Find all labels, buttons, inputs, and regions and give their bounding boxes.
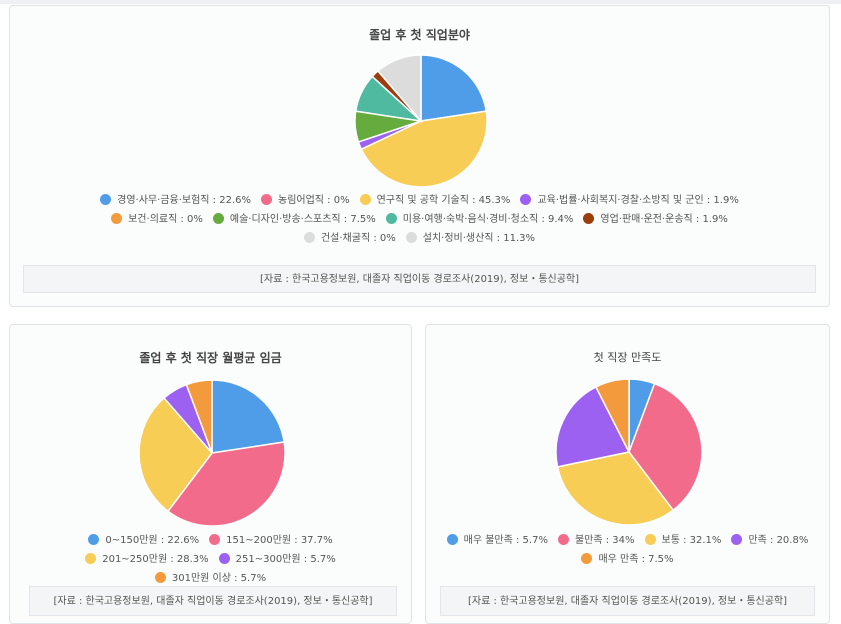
- legend-label: 보통 : 32.1%: [661, 535, 722, 546]
- legend-swatch: [557, 534, 569, 545]
- legend-label: 설치·정비·생산직 : 11.3%: [422, 233, 536, 244]
- legend-swatch: [731, 534, 743, 545]
- chart-title: 졸업 후 첫 직장 월평균 임금: [139, 351, 282, 365]
- source-note: [자료 : 한국고용정보원, 대졸자 직업이동 경로조사(2019), 정보・통…: [440, 586, 815, 616]
- legend-item[interactable]: 설치·정비·생산직 : 11.3%: [405, 229, 536, 248]
- pie-slice: [360, 110, 488, 188]
- legend-swatch: [303, 232, 315, 243]
- pie-slice: [556, 451, 675, 526]
- source-note: [자료 : 한국고용정보원, 대졸자 직업이동 경로조사(2019), 정보・통…: [29, 586, 397, 616]
- legend-swatch: [644, 534, 656, 545]
- legend-label: 교육·법률·사회복지·경찰·소방직 및 군인 : 1.9%: [537, 195, 739, 206]
- chart-legend: 경영·사무·금융·보험직 : 22.6% 농림어업직 : 0% 연구직 및 공학 기…: [10, 191, 829, 248]
- pie-slice: [555, 385, 631, 468]
- legend-swatch: [154, 572, 166, 583]
- legend-label: 201~250만원 : 28.3%: [102, 554, 209, 565]
- chart-legend: 매우 불만족 : 5.7% 불만족 : 34% 보통 : 32.1% 만족 : 20.…: [426, 531, 829, 569]
- pie-slice: [138, 396, 213, 513]
- legend-swatch: [100, 194, 112, 205]
- legend-item[interactable]: 0~150만원 : 22.6%: [88, 531, 199, 550]
- top-divider: [0, 0, 841, 4]
- legend-label: 경영·사무·금융·보험직 : 22.6%: [117, 195, 251, 206]
- legend-label: 예술·디자인·방송·스포츠직 : 7.5%: [229, 214, 376, 225]
- legend-item[interactable]: 만족 : 20.8%: [731, 531, 808, 550]
- legend-label: 영업·판매·운전·운송직 : 1.9%: [600, 214, 728, 225]
- legend-item[interactable]: 교육·법률·사회복지·경찰·소방직 및 군인 : 1.9%: [520, 191, 739, 210]
- legend-item[interactable]: 201~250만원 : 28.3%: [85, 550, 209, 569]
- legend-swatch: [385, 213, 397, 224]
- legend-label: 보건·의료직 : 0%: [128, 214, 203, 225]
- legend-label: 건설·채굴직 : 0%: [320, 233, 396, 244]
- legend-item[interactable]: 매우 만족 : 7.5%: [581, 550, 674, 569]
- legend-label: 만족 : 20.8%: [748, 535, 809, 546]
- pie-slice: [211, 379, 286, 454]
- pie-slice: [185, 379, 213, 454]
- legend-label: 불만족 : 34%: [574, 535, 635, 546]
- legend-label: 301만원 이상 : 5.7%: [171, 573, 267, 584]
- chart-title: 첫 직장 만족도: [593, 351, 662, 364]
- legend-item[interactable]: 301만원 이상 : 5.7%: [154, 569, 267, 588]
- legend-item[interactable]: 예술·디자인·방송·스포츠직 : 7.5%: [212, 210, 376, 229]
- pie-slice: [166, 441, 286, 527]
- legend-item[interactable]: 연구직 및 공학 기술직 : 45.3%: [359, 191, 511, 210]
- legend-item[interactable]: 농림어업직 : 0%: [261, 191, 350, 210]
- legend-swatch: [85, 553, 97, 564]
- legend-swatch: [111, 213, 123, 224]
- legend-swatch: [212, 213, 224, 224]
- legend-label: 0~150만원 : 22.6%: [105, 535, 200, 546]
- chart-card-monthly-wage: 졸업 후 첫 직장 월평균 임금 0~150만원 : 22.6% 151~200만…: [9, 324, 412, 624]
- pie-chart-job-satisfaction: [555, 378, 703, 526]
- legend-label: 매우 만족 : 7.5%: [598, 554, 674, 565]
- legend-swatch: [218, 553, 230, 564]
- legend-item[interactable]: 251~300만원 : 5.7%: [218, 550, 336, 569]
- pie-chart-monthly-wage: [138, 379, 286, 527]
- legend-item[interactable]: 미용·여행·숙박·음식·경비·청소직 : 9.4%: [385, 210, 574, 229]
- legend-label: 연구직 및 공학 기술직 : 45.3%: [376, 195, 511, 206]
- pie-slice: [628, 382, 703, 512]
- legend-label: 미용·여행·숙박·음식·경비·청소직 : 9.4%: [402, 214, 574, 225]
- legend-swatch: [520, 194, 532, 205]
- legend-label: 151~200만원 : 37.7%: [226, 535, 333, 546]
- chart-card-job-satisfaction: 첫 직장 만족도 매우 불만족 : 5.7% 불만족 : 34% 보통 : 32.1…: [425, 324, 830, 624]
- legend-swatch: [261, 194, 272, 205]
- chart-card-job-field: 졸업 후 첫 직업분야 경영·사무·금융·보험직 : 22.6% 농림어업직 : …: [9, 5, 830, 307]
- legend-swatch: [446, 534, 458, 545]
- pie-slice: [420, 54, 488, 122]
- legend-swatch: [583, 213, 595, 224]
- legend-label: 농림어업직 : 0%: [278, 195, 350, 206]
- legend-label: 매우 불만족 : 5.7%: [463, 535, 548, 546]
- chart-legend: 0~150만원 : 22.6% 151~200만원 : 37.7% 201~250만…: [10, 531, 411, 588]
- legend-item[interactable]: 영업·판매·운전·운송직 : 1.9%: [583, 210, 728, 229]
- legend-item[interactable]: 매우 불만족 : 5.7%: [446, 531, 548, 550]
- pie-chart-job-field: [354, 54, 488, 188]
- legend-label: 251~300만원 : 5.7%: [235, 554, 336, 565]
- legend-swatch: [88, 534, 100, 545]
- pie-slice: [376, 54, 422, 124]
- legend-swatch: [359, 194, 371, 205]
- legend-swatch: [405, 232, 417, 243]
- source-note: [자료 : 한국고용정보원, 대졸자 직업이동 경로조사(2019), 정보・통…: [23, 265, 816, 293]
- pie-slice: [594, 378, 630, 453]
- legend-swatch: [209, 534, 221, 545]
- legend-item[interactable]: 경영·사무·금융·보험직 : 22.6%: [100, 191, 251, 210]
- legend-item[interactable]: 건설·채굴직 : 0%: [303, 229, 396, 248]
- legend-item[interactable]: 151~200만원 : 37.7%: [209, 531, 333, 550]
- legend-item[interactable]: 불만족 : 34%: [557, 531, 635, 550]
- chart-title: 졸업 후 첫 직업분야: [369, 28, 470, 42]
- legend-item[interactable]: 보통 : 32.1%: [644, 531, 722, 550]
- legend-item[interactable]: 보건·의료직 : 0%: [111, 210, 203, 229]
- legend-swatch: [581, 553, 593, 564]
